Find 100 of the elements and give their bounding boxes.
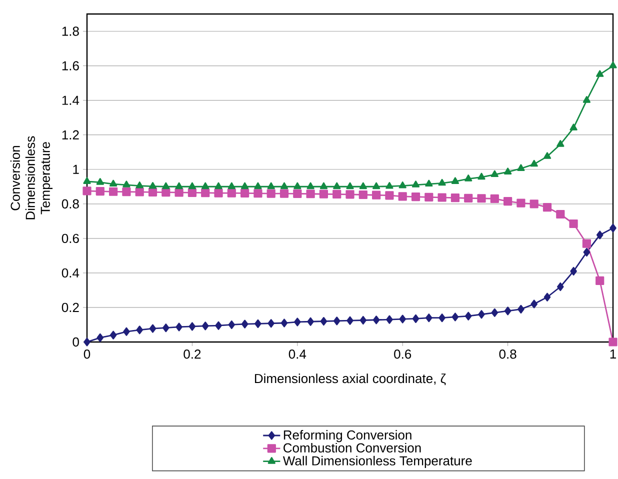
point bbox=[84, 338, 90, 346]
point bbox=[320, 316, 328, 326]
point bbox=[386, 182, 394, 189]
y-tick-label: 1 bbox=[73, 164, 79, 174]
point bbox=[464, 174, 472, 182]
point bbox=[319, 190, 328, 198]
point bbox=[188, 322, 196, 331]
point bbox=[412, 314, 420, 323]
point bbox=[372, 182, 380, 190]
legend-label: Reforming Conversion bbox=[284, 430, 412, 442]
point bbox=[359, 182, 367, 190]
point bbox=[556, 210, 565, 219]
point bbox=[215, 321, 222, 330]
y-tick-label: 1.2 bbox=[62, 130, 79, 140]
point bbox=[398, 181, 406, 188]
point bbox=[504, 168, 512, 174]
point bbox=[412, 180, 420, 188]
point bbox=[478, 310, 485, 319]
point bbox=[123, 327, 130, 336]
point bbox=[504, 197, 512, 206]
point bbox=[582, 96, 591, 103]
point bbox=[267, 182, 275, 190]
point bbox=[332, 190, 342, 199]
point bbox=[214, 188, 223, 198]
y-tick-label: 0.8 bbox=[62, 199, 79, 208]
point bbox=[609, 61, 617, 68]
x-tick-label: 1 bbox=[610, 350, 616, 358]
point bbox=[110, 330, 117, 340]
point bbox=[530, 300, 538, 308]
y-tick-label: 0.4 bbox=[62, 268, 80, 278]
point bbox=[608, 338, 618, 346]
point bbox=[477, 194, 486, 203]
point bbox=[516, 198, 526, 208]
point bbox=[557, 282, 564, 292]
point bbox=[372, 190, 381, 200]
point bbox=[346, 190, 354, 199]
point bbox=[162, 182, 170, 190]
point bbox=[570, 124, 578, 130]
point bbox=[175, 182, 183, 190]
point bbox=[82, 186, 92, 196]
point bbox=[556, 140, 564, 147]
point bbox=[570, 266, 577, 276]
point bbox=[280, 189, 289, 198]
point bbox=[582, 239, 592, 248]
point bbox=[386, 315, 393, 324]
point bbox=[596, 276, 604, 286]
point bbox=[544, 292, 551, 302]
point bbox=[228, 320, 236, 330]
point bbox=[96, 186, 104, 196]
x-tick-label: 0.6 bbox=[394, 350, 412, 359]
point bbox=[136, 326, 143, 334]
x-tick-label: 0 bbox=[84, 350, 90, 359]
point bbox=[109, 180, 118, 187]
point bbox=[268, 319, 275, 328]
point bbox=[333, 316, 340, 326]
point bbox=[346, 316, 354, 325]
point bbox=[320, 182, 328, 190]
point bbox=[294, 318, 301, 326]
point bbox=[148, 182, 157, 189]
point bbox=[188, 182, 196, 190]
point bbox=[228, 182, 236, 190]
point bbox=[411, 192, 420, 202]
point bbox=[174, 188, 184, 197]
point bbox=[372, 316, 380, 324]
point bbox=[149, 324, 156, 333]
point bbox=[464, 312, 472, 320]
point bbox=[346, 182, 354, 190]
point bbox=[293, 189, 302, 198]
point bbox=[122, 188, 131, 196]
y-tick-label: 0.6 bbox=[62, 234, 79, 244]
point bbox=[201, 188, 210, 198]
point bbox=[610, 224, 616, 232]
point bbox=[438, 314, 446, 322]
point bbox=[569, 219, 578, 228]
point bbox=[596, 230, 604, 240]
point bbox=[450, 194, 460, 202]
point bbox=[188, 188, 196, 197]
point bbox=[307, 317, 314, 326]
point bbox=[122, 180, 130, 188]
point bbox=[254, 189, 262, 198]
legend-label: Wall Dimensionless Temperature bbox=[282, 456, 472, 468]
point bbox=[214, 182, 222, 190]
point bbox=[385, 191, 394, 200]
point bbox=[424, 192, 434, 202]
y-tick-label: 1.6 bbox=[62, 61, 79, 70]
point bbox=[280, 318, 288, 328]
point bbox=[96, 333, 104, 342]
point bbox=[426, 314, 432, 322]
point bbox=[254, 182, 262, 190]
point bbox=[202, 322, 209, 330]
point bbox=[240, 182, 249, 190]
point bbox=[464, 194, 473, 202]
point bbox=[241, 320, 248, 328]
point bbox=[542, 203, 552, 212]
point bbox=[530, 160, 538, 167]
point bbox=[306, 190, 315, 198]
y-tick-label: 0 bbox=[72, 337, 79, 347]
point bbox=[266, 189, 276, 198]
x-axis-title: Dimensionless axial coordinate, ζ bbox=[254, 374, 446, 386]
point bbox=[478, 172, 486, 180]
